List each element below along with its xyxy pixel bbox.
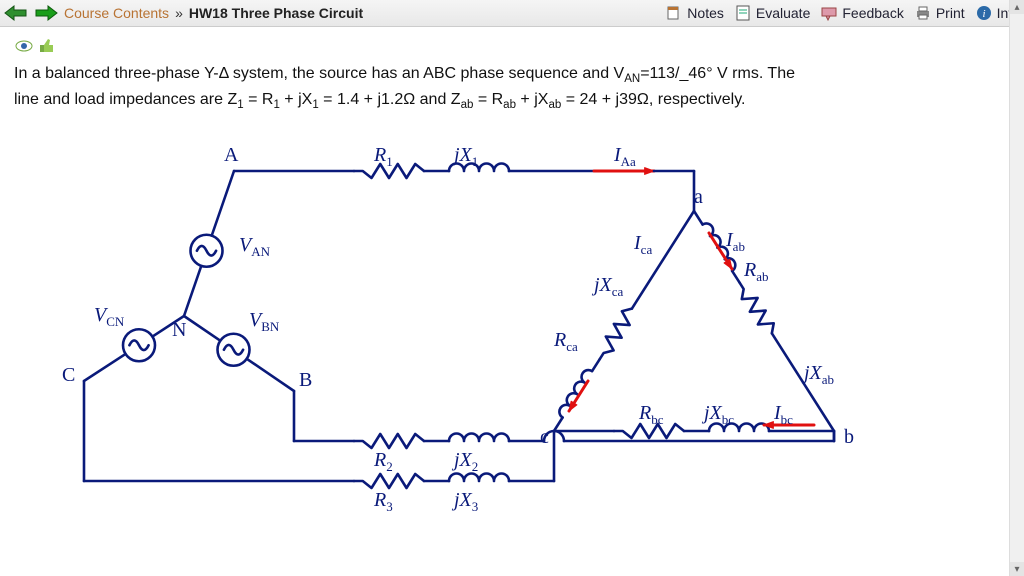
nav-forward-button[interactable] bbox=[34, 3, 58, 23]
breadcrumb-current: HW18 Three Phase Circuit bbox=[189, 5, 363, 21]
pt2a: line and load impedances are Z bbox=[14, 91, 237, 108]
pt2e: = R bbox=[473, 91, 503, 108]
toolbar: Course Contents » HW18 Three Phase Circu… bbox=[0, 0, 1024, 27]
svg-text:jXca: jXca bbox=[591, 274, 624, 299]
svg-text:A: A bbox=[224, 144, 239, 166]
feedback-button[interactable]: Feedback bbox=[820, 4, 903, 22]
nav-back-button[interactable] bbox=[4, 3, 28, 23]
evaluate-label: Evaluate bbox=[756, 5, 810, 21]
svg-text:a: a bbox=[694, 186, 703, 208]
svg-text:jX3: jX3 bbox=[451, 489, 478, 514]
info-icon: i bbox=[975, 4, 993, 22]
breadcrumb: Course Contents » HW18 Three Phase Circu… bbox=[64, 5, 363, 21]
svg-text:Ica: Ica bbox=[633, 232, 652, 257]
svg-text:VCN: VCN bbox=[94, 304, 125, 329]
scrollbar[interactable]: ▴ ▾ bbox=[1009, 0, 1024, 576]
svg-text:R2: R2 bbox=[373, 449, 393, 474]
problem-tools bbox=[14, 37, 1010, 58]
scroll-down-icon[interactable]: ▾ bbox=[1010, 562, 1024, 576]
feedback-label: Feedback bbox=[842, 5, 903, 21]
svg-text:jXab: jXab bbox=[801, 362, 834, 387]
notes-button[interactable]: Notes bbox=[665, 4, 724, 22]
svg-text:IAa: IAa bbox=[613, 144, 636, 169]
svg-text:jXbc: jXbc bbox=[701, 402, 734, 427]
svg-text:VAN: VAN bbox=[239, 234, 271, 259]
arrow-left-icon bbox=[4, 4, 28, 22]
pt2b: = R bbox=[244, 91, 274, 108]
svg-text:Rca: Rca bbox=[553, 329, 578, 354]
svg-text:N: N bbox=[172, 319, 186, 341]
arrow-right-icon bbox=[34, 4, 58, 22]
breadcrumb-sep: » bbox=[175, 5, 183, 21]
evaluate-button[interactable]: Evaluate bbox=[734, 4, 810, 22]
pt2g: = 24 + j39Ω, respectively. bbox=[561, 91, 745, 108]
svg-text:Rbc: Rbc bbox=[638, 402, 664, 427]
svg-text:jX1: jX1 bbox=[451, 144, 478, 169]
svg-text:R3: R3 bbox=[373, 489, 393, 514]
pt2d: = 1.4 + j1.2Ω and Z bbox=[319, 91, 461, 108]
svg-text:i: i bbox=[982, 8, 985, 20]
svg-text:b: b bbox=[844, 426, 854, 448]
pt2s5: ab bbox=[503, 100, 516, 112]
thumb-icon[interactable] bbox=[38, 37, 56, 58]
pt2s4: ab bbox=[461, 100, 474, 112]
pt1b: =113/_46° V rms. The bbox=[640, 65, 795, 82]
pt1s: AN bbox=[624, 73, 640, 85]
pt2s6: ab bbox=[548, 100, 561, 112]
evaluate-icon bbox=[734, 4, 752, 22]
svg-text:Ibc: Ibc bbox=[773, 402, 793, 427]
content: In a balanced three-phase Y-Δ system, th… bbox=[0, 27, 1024, 521]
eye-icon[interactable] bbox=[14, 37, 34, 58]
svg-text:R1: R1 bbox=[373, 144, 393, 169]
feedback-icon bbox=[820, 4, 838, 22]
svg-text:VBN: VBN bbox=[249, 309, 280, 334]
svg-text:jX2: jX2 bbox=[451, 449, 478, 474]
svg-text:Rab: Rab bbox=[743, 259, 769, 284]
svg-text:c: c bbox=[540, 426, 549, 448]
problem-text: In a balanced three-phase Y-Δ system, th… bbox=[14, 62, 1010, 115]
svg-text:B: B bbox=[299, 369, 312, 391]
pt2f: + jX bbox=[516, 91, 548, 108]
print-icon bbox=[914, 4, 932, 22]
pt1: In a balanced three-phase Y-Δ system, th… bbox=[14, 65, 624, 82]
svg-text:Iab: Iab bbox=[725, 229, 745, 254]
pt2c: + jX bbox=[280, 91, 312, 108]
circuit-figure: A B C Na b c VAN VBN VCN R1 jX1 R2 jX2 R3 jX3 IAa Iab Rab… bbox=[54, 131, 914, 521]
notes-icon bbox=[665, 4, 683, 22]
scroll-up-icon[interactable]: ▴ bbox=[1010, 0, 1024, 14]
print-button[interactable]: Print bbox=[914, 4, 965, 22]
notes-label: Notes bbox=[687, 5, 724, 21]
print-label: Print bbox=[936, 5, 965, 21]
breadcrumb-root[interactable]: Course Contents bbox=[64, 5, 169, 21]
svg-text:C: C bbox=[62, 364, 75, 386]
